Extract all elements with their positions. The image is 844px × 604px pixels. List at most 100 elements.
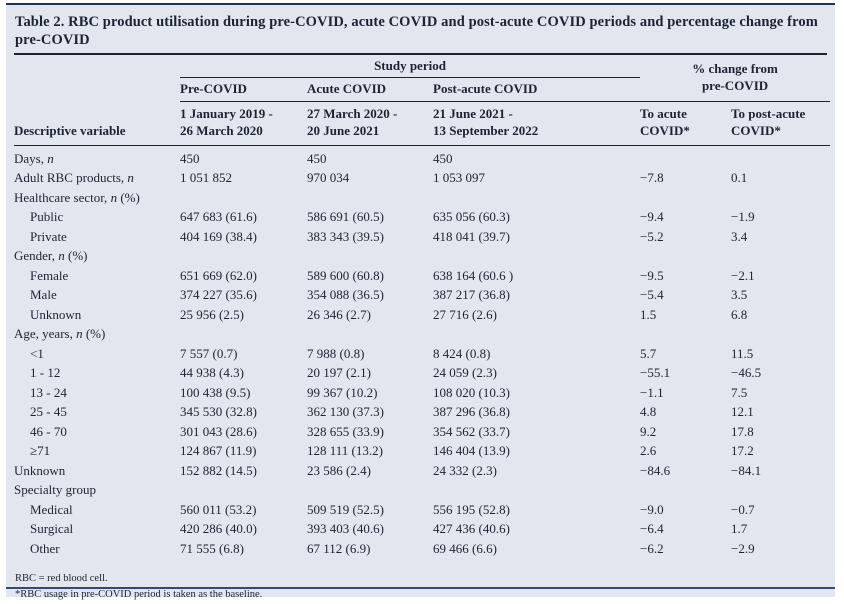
- header-date-acute-covid: 27 March 2020 - 20 June 2021: [307, 101, 433, 146]
- cell-pre-covid: 420 286 (40.0): [180, 521, 257, 537]
- row-label: Adult RBC products, n: [14, 170, 134, 186]
- row-label: 46 - 70: [30, 423, 67, 439]
- cell-pre-covid: 404 169 (38.4): [180, 228, 257, 244]
- header-date-pre-covid: 1 January 2019 - 26 March 2020: [180, 101, 307, 146]
- cell-pre-covid: 560 011 (53.2): [180, 501, 257, 517]
- table-body: Days, n 450 450 450 Adult RBC products, n 1 0…: [14, 145, 830, 558]
- bottom-rule: [6, 587, 835, 589]
- cell-pre-covid: [180, 480, 307, 500]
- cell-pre-covid: 1 051 852: [180, 170, 232, 186]
- cell-change-to-post-acute: 3.5: [731, 287, 748, 303]
- cell-post-acute-covid: 24 059 (2.3): [433, 365, 497, 381]
- cell-change-to-post-acute: −46.5: [731, 365, 762, 381]
- header-pct-change: % change from pre-COVID: [640, 55, 831, 103]
- cell-change-to-acute: −9.4: [640, 209, 664, 225]
- row-label: Male: [30, 287, 57, 303]
- cell-change-to-acute: 1.5: [640, 306, 657, 322]
- row-label: Unknown: [30, 306, 82, 322]
- cell-acute-covid: 362 130 (37.3): [307, 404, 384, 420]
- cell-change-to-post-acute: [731, 145, 830, 168]
- cell-change-to-post-acute: [731, 480, 830, 500]
- cell-pre-covid: 71 555 (6.8): [180, 540, 244, 556]
- cell-post-acute-covid: 556 195 (52.8): [433, 501, 510, 517]
- cell-change-to-acute: −55.1: [640, 365, 671, 381]
- cell-acute-covid: 383 343 (39.5): [307, 228, 384, 244]
- table-card: Table 2. RBC product utilisation during …: [6, 3, 835, 600]
- cell-change-to-post-acute: 7.5: [731, 384, 748, 400]
- cell-post-acute-covid: 69 466 (6.6): [433, 540, 497, 556]
- table-row: Other 71 555 (6.8) 67 112 (6.9) 69 466 (6.6…: [14, 539, 830, 559]
- cell-post-acute-covid: 108 020 (10.3): [433, 384, 510, 400]
- cell-change-to-acute: 5.7: [640, 345, 657, 361]
- header-descriptive-variable: Descriptive variable: [14, 101, 180, 146]
- cell-change-to-post-acute: −1.9: [731, 209, 755, 225]
- table-row: 1 - 12 44 938 (4.3) 20 197 (2.1) 24 059 (2.…: [14, 363, 830, 383]
- row-label: ≥71: [30, 443, 51, 459]
- table-row: 46 - 70 301 043 (28.6) 328 655 (33.9) 354 5…: [14, 422, 830, 442]
- cell-change-to-post-acute: 17.2: [731, 443, 754, 459]
- cell-pre-covid: 124 867 (11.9): [180, 443, 257, 459]
- cell-pre-covid: 450: [180, 150, 200, 166]
- cell-pre-covid: 301 043 (28.6): [180, 423, 257, 439]
- cell-acute-covid: [307, 188, 433, 208]
- cell-change-to-post-acute: 12.1: [731, 404, 754, 420]
- table-header: Study period % change from pre-COVID Pre…: [14, 55, 831, 146]
- row-label: Other: [30, 540, 60, 556]
- cell-post-acute-covid: 27 716 (2.6): [433, 306, 497, 322]
- cell-pre-covid: [180, 246, 307, 266]
- row-label: Medical: [30, 501, 73, 517]
- table-row: Unknown 152 882 (14.5) 23 586 (2.4) 24 332 …: [14, 461, 830, 481]
- cell-change-to-acute: [640, 480, 731, 500]
- table-row: 25 - 45 345 530 (32.8) 362 130 (37.3) 387 2…: [14, 402, 830, 422]
- cell-acute-covid: [307, 324, 433, 344]
- cell-change-to-acute: −6.2: [640, 540, 664, 556]
- cell-acute-covid: 328 655 (33.9): [307, 423, 384, 439]
- cell-pre-covid: 152 882 (14.5): [180, 462, 257, 478]
- cell-change-to-acute: −84.6: [640, 462, 671, 478]
- header-row-dates: Descriptive variable 1 January 2019 - 26…: [14, 101, 831, 146]
- cell-acute-covid: [307, 246, 433, 266]
- table-row: Medical 560 011 (53.2) 509 519 (52.5) 556 1…: [14, 500, 830, 520]
- cell-post-acute-covid: [433, 480, 640, 500]
- section-row: Specialty group: [14, 480, 830, 500]
- cell-acute-covid: 7 988 (0.8): [307, 345, 365, 361]
- table-row: Unknown 25 956 (2.5) 26 346 (2.7) 27 716 (2…: [14, 305, 830, 325]
- cell-change-to-post-acute: −2.9: [731, 540, 755, 556]
- cell-change-to-acute: 9.2: [640, 423, 657, 439]
- cell-change-to-post-acute: −84.1: [731, 462, 762, 478]
- cell-post-acute-covid: 450: [433, 150, 453, 166]
- header-study-period: Study period: [180, 55, 641, 79]
- table-title: Table 2. RBC product utilisation during …: [15, 14, 818, 49]
- cell-change-to-acute: −6.4: [640, 521, 664, 537]
- cell-change-to-post-acute: [731, 246, 830, 266]
- cell-change-to-acute: −5.4: [640, 287, 664, 303]
- row-label: 25 - 45: [30, 404, 67, 420]
- row-label: Healthcare sector, n (%): [14, 189, 140, 205]
- cell-change-to-post-acute: 0.1: [731, 170, 748, 186]
- header-spacer: [14, 78, 180, 102]
- row-label: Age, years, n (%): [14, 326, 106, 342]
- cell-pre-covid: 25 956 (2.5): [180, 306, 244, 322]
- cell-post-acute-covid: [433, 188, 640, 208]
- table-row: Female 651 669 (62.0) 589 600 (60.8) 638 16…: [14, 266, 830, 286]
- cell-pre-covid: 100 438 (9.5): [180, 384, 251, 400]
- footnote-abbreviation: RBC = red blood cell.: [15, 573, 108, 585]
- cell-change-to-acute: −9.0: [640, 501, 664, 517]
- row-label: Public: [30, 209, 64, 225]
- cell-post-acute-covid: [433, 246, 640, 266]
- cell-post-acute-covid: 8 424 (0.8): [433, 345, 491, 361]
- cell-acute-covid: [307, 480, 433, 500]
- cell-change-to-acute: 2.6: [640, 443, 657, 459]
- cell-change-to-post-acute: 1.7: [731, 521, 748, 537]
- cell-post-acute-covid: 427 436 (40.6): [433, 521, 510, 537]
- header-post-acute-covid: Post-acute COVID: [433, 77, 641, 103]
- cell-acute-covid: 20 197 (2.1): [307, 365, 371, 381]
- cell-change-to-post-acute: 17.8: [731, 423, 754, 439]
- table-row: ≥71 124 867 (11.9) 128 111 (13.2) 146 404 (…: [14, 441, 830, 461]
- cell-acute-covid: 509 519 (52.5): [307, 501, 384, 517]
- table-row: Private 404 169 (38.4) 383 343 (39.5) 418 0…: [14, 227, 830, 247]
- header-row-periods: Pre-COVID Acute COVID Post-acute COVID: [14, 77, 830, 103]
- cell-acute-covid: 586 691 (60.5): [307, 209, 384, 225]
- cell-acute-covid: 450: [307, 150, 327, 166]
- cell-post-acute-covid: 635 056 (60.3): [433, 209, 510, 225]
